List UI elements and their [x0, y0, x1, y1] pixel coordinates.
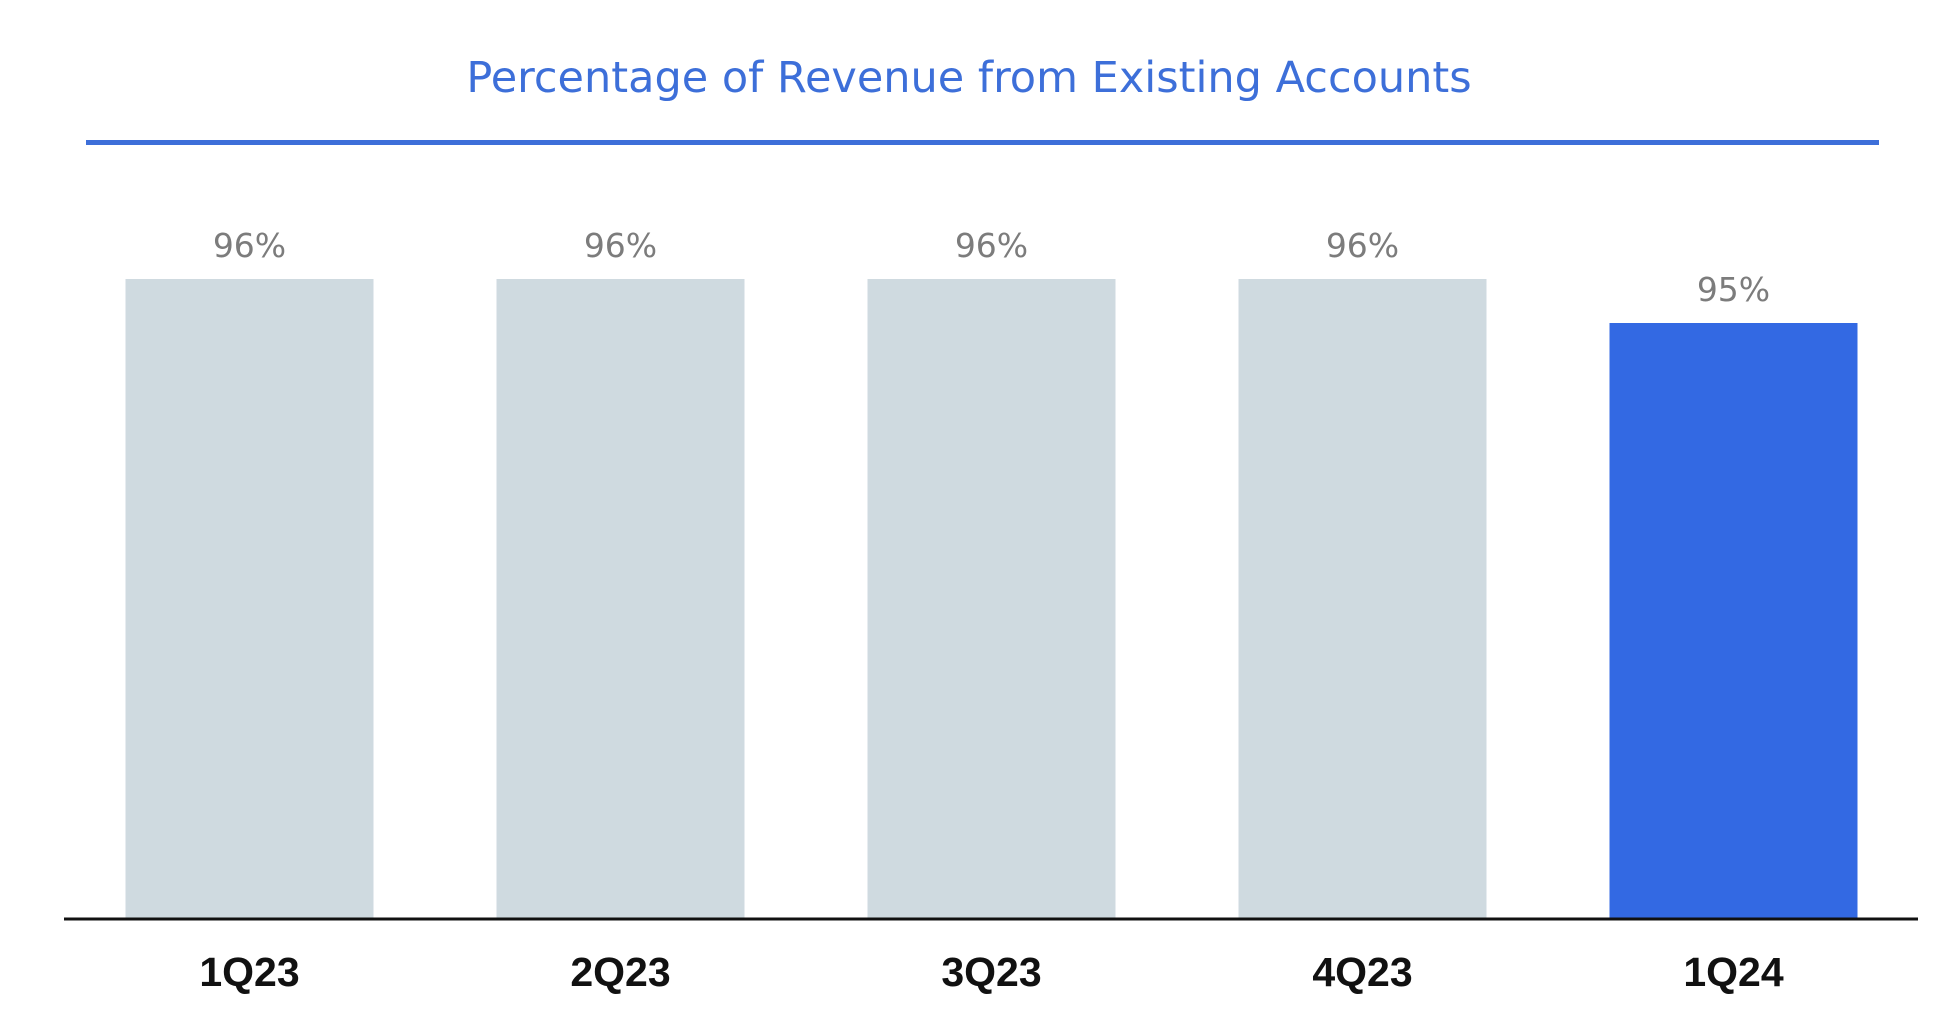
value-label-2q23: 96% [584, 226, 657, 265]
bars-group [125, 279, 1858, 918]
bar-4q23 [1238, 279, 1487, 918]
labels-group: 96% 1Q23 96% 2Q23 96% 3Q23 96% 4Q23 95% 1Q24 [199, 226, 1783, 995]
bar-3q23 [867, 279, 1116, 918]
value-label-1q24: 95% [1697, 270, 1770, 309]
chart-title: Percentage of Revenue from Existing Acco… [466, 53, 1472, 103]
bar-1q24 [1609, 323, 1858, 918]
bar-2q23 [496, 279, 745, 918]
category-label-2q23: 2Q23 [570, 949, 670, 995]
category-label-3q23: 3Q23 [941, 949, 1041, 995]
value-label-1q23: 96% [213, 226, 286, 265]
category-label-1q24: 1Q24 [1683, 949, 1783, 995]
value-label-4q23: 96% [1326, 226, 1399, 265]
category-label-4q23: 4Q23 [1312, 949, 1412, 995]
title-divider [86, 140, 1879, 145]
bar-1q23 [125, 279, 374, 918]
value-label-3q23: 96% [955, 226, 1028, 265]
category-label-1q23: 1Q23 [199, 949, 299, 995]
